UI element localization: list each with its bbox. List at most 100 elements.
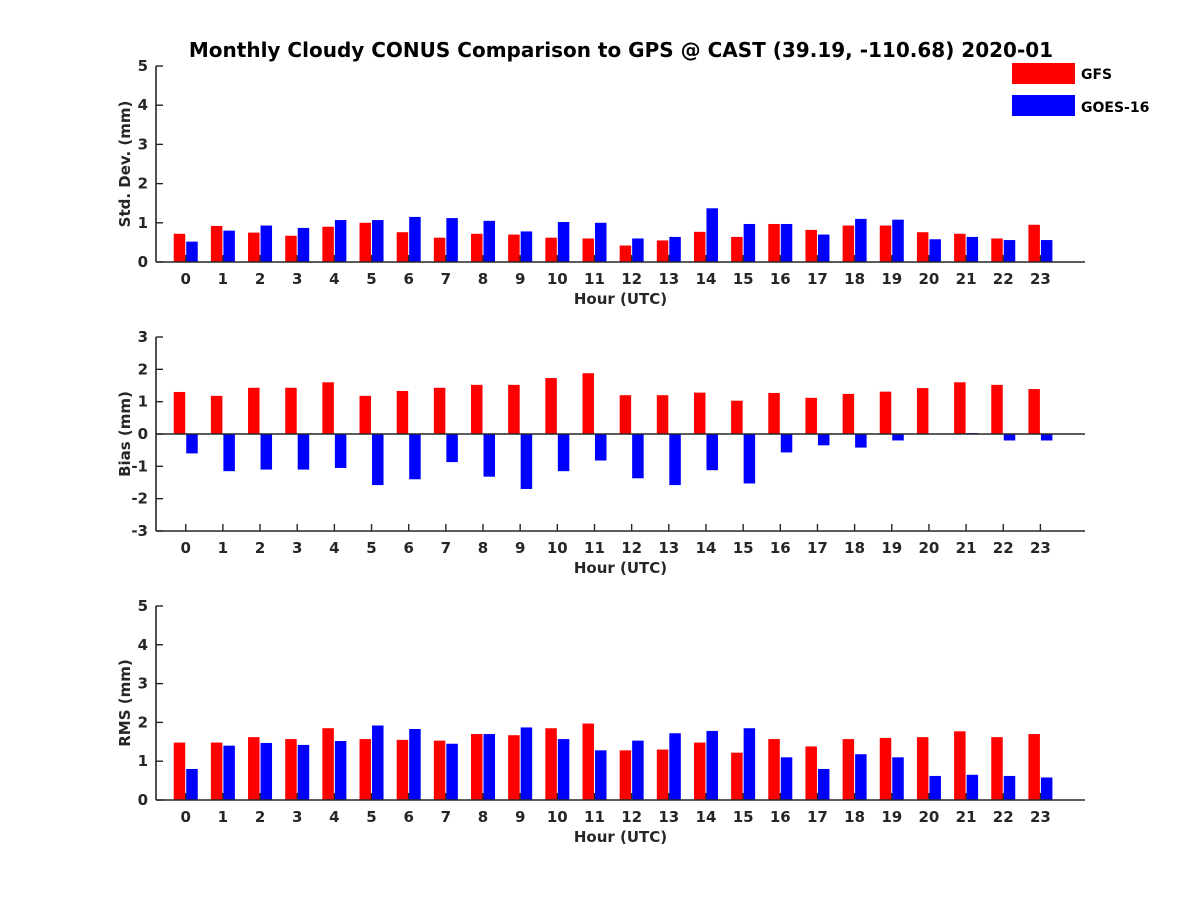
bar-goes16-hour-10: [557, 434, 570, 472]
x-tick-label: 6: [403, 539, 413, 557]
bar-gfs-hour-10: [545, 728, 557, 800]
x-tick-label: 4: [329, 539, 339, 557]
bar-gfs-hour-6: [396, 232, 409, 262]
x-tick-label: 15: [733, 808, 754, 826]
x-tick-label: 1: [218, 270, 228, 288]
y-tick-label: 2: [138, 713, 148, 731]
x-tick-label: 1: [218, 539, 228, 557]
bar-goes16-hour-21: [966, 236, 979, 262]
bar-gfs-hour-13: [656, 395, 669, 434]
y-axis-label: Bias (mm): [116, 391, 134, 477]
bar-goes16-hour-7: [446, 434, 458, 463]
bar-goes16-hour-2: [260, 742, 273, 800]
y-tick-label: 2: [138, 360, 148, 378]
bar-goes16-hour-19: [892, 219, 904, 262]
bar-goes16-hour-11: [594, 222, 607, 262]
bar-goes16-hour-0: [186, 768, 198, 800]
bar-goes16-hour-7: [446, 218, 458, 262]
x-tick-label: 13: [658, 539, 679, 557]
bar-gfs-hour-18: [842, 225, 855, 262]
bar-gfs-hour-14: [693, 231, 706, 262]
bar-gfs-hour-6: [396, 739, 409, 800]
bar-gfs-hour-14: [693, 392, 706, 434]
bar-goes16-hour-17: [817, 234, 830, 262]
x-tick-label: 19: [881, 808, 902, 826]
x-tick-label: 13: [658, 270, 679, 288]
y-tick-label: 3: [138, 328, 148, 346]
x-tick-label: 22: [993, 808, 1014, 826]
x-tick-label: 9: [515, 539, 525, 557]
x-tick-label: 16: [770, 539, 791, 557]
bar-gfs-hour-17: [805, 229, 817, 262]
bar-goes16-hour-8: [483, 220, 496, 262]
bar-goes16-hour-15: [743, 434, 756, 484]
figure-title: Monthly Cloudy CONUS Comparison to GPS @…: [189, 38, 1053, 62]
x-tick-label: 11: [584, 539, 605, 557]
x-tick-label: 5: [366, 539, 376, 557]
x-tick-label: 16: [770, 808, 791, 826]
x-tick-label: 4: [329, 808, 339, 826]
bar-goes16-hour-22: [1003, 240, 1016, 262]
bar-goes16-hour-8: [483, 434, 496, 477]
bar-gfs-hour-6: [396, 391, 409, 434]
y-tick-label: 3: [138, 675, 148, 693]
x-tick-label: 23: [1030, 270, 1051, 288]
bar-gfs-hour-23: [1028, 734, 1040, 800]
bar-goes16-hour-16: [780, 434, 793, 453]
x-tick-label: 0: [181, 808, 191, 826]
bar-goes16-hour-11: [594, 434, 607, 461]
bar-goes16-hour-16: [780, 757, 793, 800]
x-tick-label: 12: [621, 539, 642, 557]
x-axis-label: Hour (UTC): [574, 828, 667, 846]
bar-goes16-hour-22: [1003, 775, 1016, 800]
x-tick-label: 19: [881, 539, 902, 557]
bar-gfs-hour-18: [842, 393, 855, 434]
x-tick-label: 18: [844, 808, 865, 826]
bar-goes16-hour-7: [446, 743, 458, 800]
bar-gfs-hour-15: [731, 752, 743, 800]
legend-label-goes16: GOES-16: [1081, 100, 1149, 116]
y-tick-label: 1: [138, 393, 148, 411]
x-tick-label: 19: [881, 270, 902, 288]
bar-gfs-hour-11: [582, 373, 594, 434]
x-tick-label: 7: [441, 539, 451, 557]
x-tick-label: 12: [621, 808, 642, 826]
bar-gfs-hour-9: [508, 384, 520, 434]
bar-goes16-hour-1: [223, 230, 235, 262]
x-tick-label: 20: [918, 270, 939, 288]
bar-gfs-hour-5: [359, 395, 372, 434]
bar-gfs-hour-0: [173, 742, 186, 800]
bar-gfs-hour-15: [731, 236, 743, 262]
bar-gfs-hour-22: [991, 737, 1003, 800]
x-tick-label: 18: [844, 270, 865, 288]
bar-goes16-hour-4: [334, 741, 347, 800]
legend-swatch-gfs: [1012, 63, 1075, 84]
y-tick-label: 1: [138, 214, 148, 232]
x-tick-label: 5: [366, 808, 376, 826]
bar-gfs-hour-3: [285, 387, 297, 434]
bar-gfs-hour-17: [805, 397, 817, 434]
bar-gfs-hour-12: [619, 750, 632, 800]
bar-goes16-hour-15: [743, 223, 756, 262]
bar-goes16-hour-14: [706, 208, 718, 262]
y-tick-label: 3: [138, 135, 148, 153]
y-axis-label: Std. Dev. (mm): [116, 101, 134, 228]
bar-goes16-hour-19: [892, 757, 904, 800]
bar-goes16-hour-23: [1040, 777, 1053, 800]
bar-gfs-hour-22: [991, 238, 1003, 262]
bar-gfs-hour-16: [768, 392, 780, 434]
x-tick-label: 21: [956, 539, 977, 557]
bar-goes16-hour-13: [669, 434, 681, 486]
bar-goes16-hour-17: [817, 434, 830, 446]
bar-goes16-hour-14: [706, 730, 718, 800]
bar-gfs-hour-22: [991, 384, 1003, 434]
x-tick-label: 1: [218, 808, 228, 826]
bar-gfs-hour-14: [693, 742, 706, 800]
bar-gfs-hour-16: [768, 739, 780, 800]
bar-goes16-hour-22: [1003, 434, 1016, 441]
x-tick-label: 21: [956, 270, 977, 288]
bar-gfs-hour-17: [805, 746, 817, 800]
